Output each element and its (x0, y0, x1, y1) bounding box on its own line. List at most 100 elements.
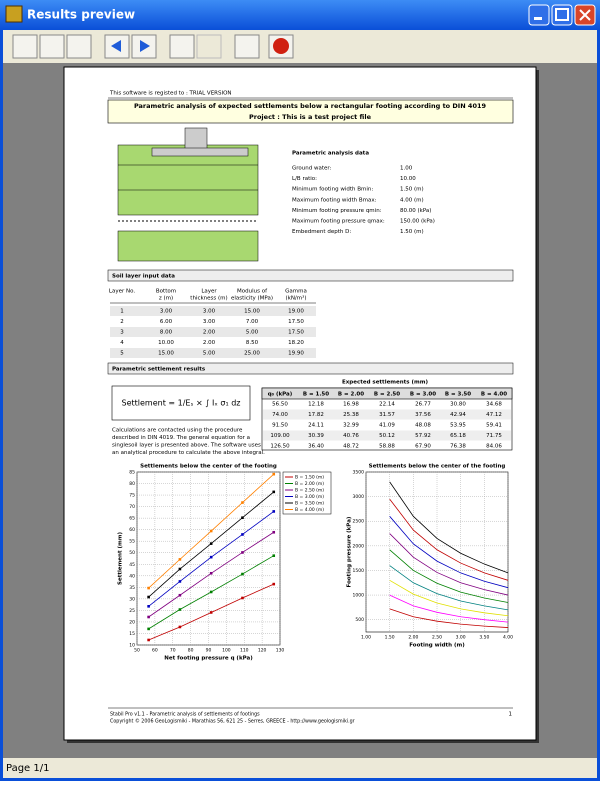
marker (178, 580, 182, 583)
title-box (107, 99, 514, 124)
cell: 57.92 (415, 433, 431, 439)
close-preview-icon (273, 38, 289, 54)
x-tick-label: 2.00 (408, 635, 418, 641)
chart-title: Settlements below the center of the foot… (140, 464, 277, 470)
cell: 34.68 (486, 402, 502, 408)
y-axis-label: Settlement (mm) (118, 532, 124, 585)
y-tick-label: 1500 (353, 568, 365, 574)
footer-line: Stabil Pro v1.1 - Parametric analysis of… (110, 712, 260, 718)
marker (272, 530, 276, 534)
marker (209, 529, 213, 533)
view-button[interactable] (12, 34, 38, 59)
legend-label: B = 4.00 (m) (295, 507, 324, 513)
marker (241, 501, 244, 504)
legend-label: B = 3.50 (m) (295, 501, 324, 507)
section-heading: Soil layer input data (112, 274, 175, 280)
x-tick-label: 100 (222, 648, 231, 654)
x-tick-label: 50 (134, 648, 140, 654)
marker (272, 582, 276, 586)
marker (178, 625, 182, 629)
table-header (261, 387, 513, 400)
marker (241, 533, 244, 536)
y-tick-label: 60 (129, 527, 135, 533)
soil-block (117, 144, 259, 216)
cell: 59.41 (486, 423, 502, 429)
cell: 31.57 (379, 412, 395, 418)
x-tick-label: 1.00 (361, 635, 371, 641)
column-header: Bottom (156, 289, 176, 295)
x-tick-label: 110 (240, 648, 249, 654)
cell: 5 (120, 351, 124, 357)
section-heading: Parametric settlement results (112, 367, 206, 373)
marker (147, 615, 150, 619)
cell: 47.12 (486, 412, 502, 418)
marker (178, 558, 182, 561)
series-line (389, 565, 509, 611)
page-button[interactable] (66, 34, 92, 59)
cell: 25.38 (343, 412, 359, 418)
cell: 56.50 (272, 402, 288, 408)
cell: 40.76 (343, 433, 359, 439)
x-axis-label: Footing width (m) (409, 643, 465, 649)
x-tick-label: 2.50 (432, 635, 442, 641)
y-axis-label: Footing pressure (kPa) (347, 516, 353, 587)
param-label: Embedment depth D: (292, 229, 351, 235)
series-line (389, 498, 509, 581)
note-line: an analytical procedure to calculate the… (112, 450, 265, 456)
column-header: B = 3.00 (410, 392, 436, 398)
cell: 42.94 (450, 412, 466, 418)
column (184, 127, 208, 151)
y-tick-label: 35 (129, 585, 135, 591)
status-text: Page 1/1 (6, 763, 49, 774)
fit-width-button[interactable] (39, 34, 65, 59)
param-label: L/B ratio: (292, 176, 317, 182)
y-tick-label: 40 (129, 573, 135, 579)
param-value: 1.00 (400, 166, 413, 172)
legend-box (282, 471, 332, 515)
minimize-button[interactable] (528, 4, 550, 26)
formula-box (111, 385, 251, 421)
y-tick-label: 80 (129, 481, 135, 487)
doc-project: Project : This is a test project file (249, 113, 372, 121)
cell: 84.06 (486, 444, 502, 450)
marker (241, 572, 244, 576)
column-header: B = 4.00 (481, 392, 507, 398)
y-tick-label: 2000 (353, 543, 365, 549)
x-tick-label: 3.00 (456, 635, 466, 641)
cell: 4 (120, 340, 124, 346)
marker (209, 590, 213, 594)
marker (209, 611, 213, 614)
y-tick-label: 70 (129, 504, 135, 510)
cell: 25.00 (244, 351, 260, 357)
cell: 50.12 (379, 433, 395, 439)
cell: 16.98 (343, 402, 359, 408)
cell: 2.00 (203, 330, 216, 336)
params-heading: Parametric analysis data (292, 151, 369, 157)
cell: 19.00 (288, 309, 304, 315)
param-value: 1.50 (m) (400, 229, 424, 235)
export-button[interactable] (234, 34, 260, 59)
cell: 36.40 (308, 444, 324, 450)
cell: 3.00 (160, 309, 173, 315)
note-line: described in DIN 4019. The general equat… (112, 435, 250, 441)
cell: 5.00 (246, 330, 259, 336)
setup-button[interactable] (169, 34, 195, 59)
series-line (389, 608, 509, 628)
cell: 1 (120, 309, 124, 315)
marker (241, 596, 244, 600)
cell: 3.00 (203, 319, 216, 325)
print-button[interactable] (196, 34, 222, 59)
title-bar (0, 0, 600, 30)
marker (147, 605, 150, 608)
legend-label: B = 2.50 (m) (295, 488, 324, 494)
marker (241, 551, 244, 554)
cell: 67.90 (415, 444, 431, 450)
cell: 17.82 (308, 412, 324, 418)
toolbar (3, 30, 597, 63)
column-header: q₀ (kPa) (268, 392, 293, 398)
cell: 6.00 (160, 319, 173, 325)
cell: 15.00 (158, 351, 174, 357)
marker (147, 638, 150, 642)
y-tick-label: 2500 (353, 519, 365, 525)
